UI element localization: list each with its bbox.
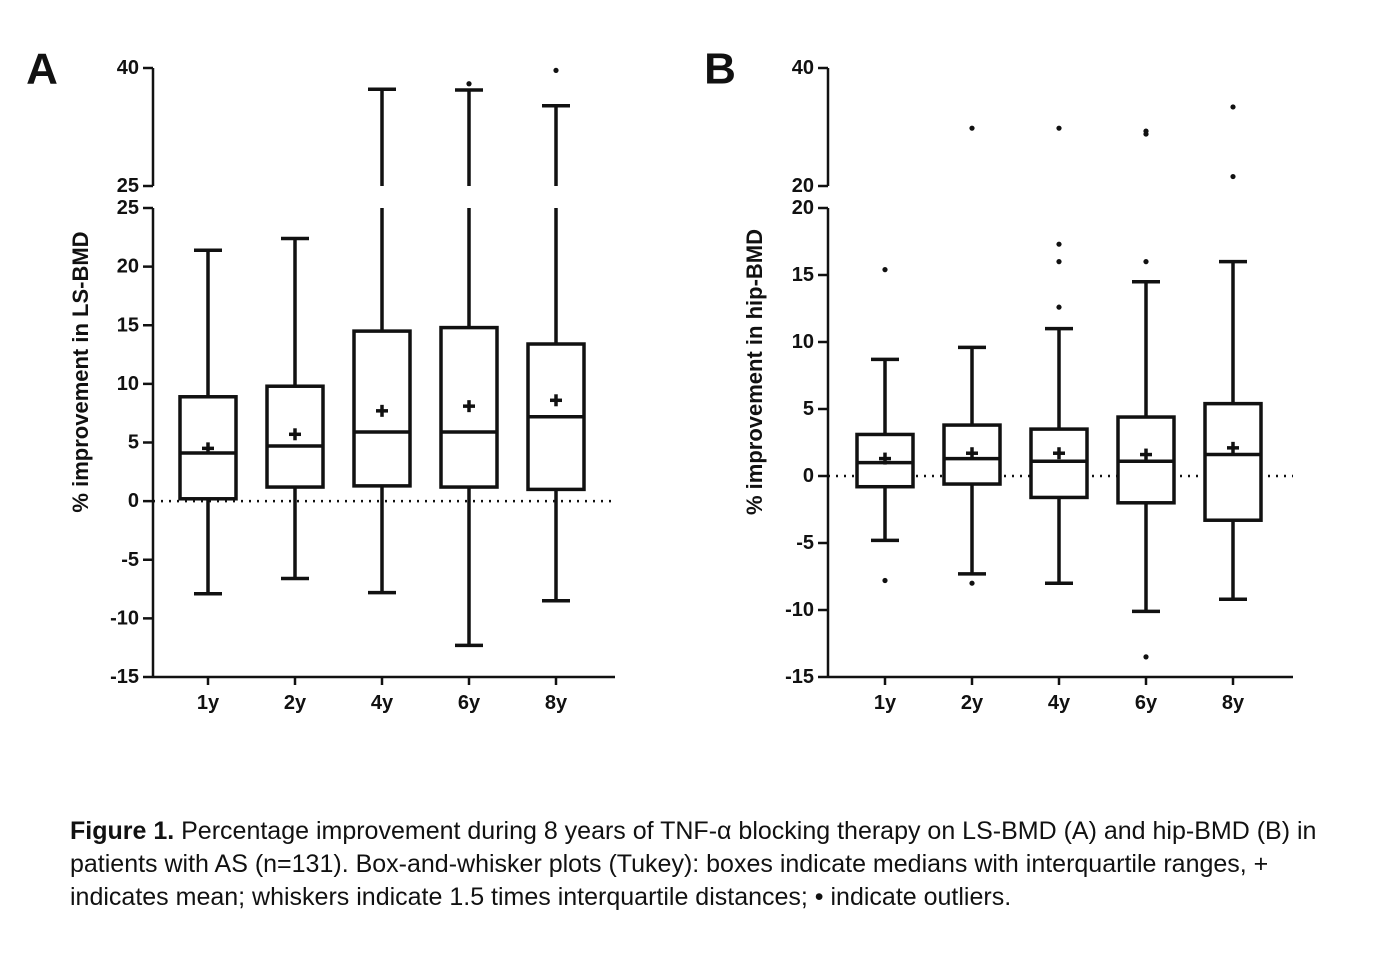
outlier-point [1056, 304, 1062, 310]
outlier-point [553, 67, 559, 73]
x-tick-label: 8y [545, 692, 568, 714]
x-tick-label: 6y [458, 692, 481, 714]
y-tick-label: 40 [792, 57, 814, 79]
y-axis-label: % improvement in hip-BMD [742, 229, 767, 515]
y-tick-label: 5 [803, 398, 814, 420]
y-tick-label: 0 [128, 490, 139, 512]
x-tick-label: 4y [1048, 692, 1071, 714]
y-tick-label: 20 [792, 197, 814, 219]
outlier-point [1230, 104, 1236, 110]
box-8y [1203, 104, 1263, 602]
x-tick-label: 2y [284, 692, 307, 714]
x-tick-label: 1y [197, 692, 220, 714]
box-8y [526, 67, 586, 603]
outlier-point [882, 267, 888, 273]
outlier-point [1056, 125, 1062, 131]
box-2y [942, 125, 1002, 586]
y-axis-label: % improvement in LS-BMD [68, 231, 93, 512]
caption-text: Percentage improvement during 8 years of… [70, 817, 1317, 911]
y-tick-label: -15 [110, 666, 139, 688]
x-tick-label: 6y [1135, 692, 1158, 714]
outlier-point [969, 580, 975, 586]
outlier-point [1143, 259, 1149, 265]
figure-caption: Figure 1. Percentage improvement during … [70, 815, 1360, 914]
box-6y [439, 81, 499, 648]
panel-label: A [26, 45, 58, 94]
y-tick-label: 10 [117, 373, 139, 395]
outlier-point [1143, 128, 1149, 134]
y-tick-label: 40 [117, 57, 139, 79]
outlier-point [466, 81, 472, 87]
panel-label: B [704, 45, 736, 94]
box-4y [1029, 125, 1089, 585]
x-tick-label: 4y [371, 692, 394, 714]
y-tick-label: -5 [121, 549, 139, 571]
box-4y [352, 87, 412, 595]
box-1y [855, 267, 915, 584]
x-tick-label: 2y [961, 692, 984, 714]
panel-b: B % improvement in hip-BMD -15 -10 -5 0 5 10 15 2… [704, 45, 1293, 714]
box-1y [178, 248, 238, 596]
panel-a: A % improvement in LS-BMD -15 -10 -5 0 5 10 15 20… [26, 45, 615, 714]
outlier-point [1056, 241, 1062, 247]
y-tick-label: -10 [785, 599, 814, 621]
y-tick-label: 10 [792, 331, 814, 353]
x-tick-label: 1y [874, 692, 897, 714]
outlier-point [882, 577, 888, 584]
y-tick-label: 15 [117, 314, 139, 336]
y-tick-label: -5 [796, 532, 814, 554]
y-tick-label: 25 [117, 175, 139, 197]
iqr-box [1029, 427, 1089, 500]
y-tick-label: 0 [803, 465, 814, 487]
y-tick-label: -15 [785, 666, 814, 688]
outlier-point [1056, 259, 1062, 265]
y-tick-label: 20 [792, 175, 814, 197]
outlier-point [1143, 654, 1149, 660]
figure: A % improvement in LS-BMD -15 -10 -5 0 5 10 15 20… [26, 45, 1293, 714]
outlier-point [969, 125, 975, 131]
y-tick-label: -10 [110, 607, 139, 629]
caption-label: Figure 1. [70, 817, 175, 845]
iqr-box [1203, 401, 1263, 522]
box-2y [265, 236, 325, 581]
x-tick-label: 8y [1222, 692, 1245, 714]
y-tick-label: 15 [792, 264, 814, 286]
y-tick-label: 25 [117, 197, 139, 219]
box-6y [1116, 128, 1176, 660]
y-tick-label: 5 [128, 432, 139, 454]
y-tick-label: 20 [117, 256, 139, 278]
outlier-point [1230, 173, 1236, 180]
